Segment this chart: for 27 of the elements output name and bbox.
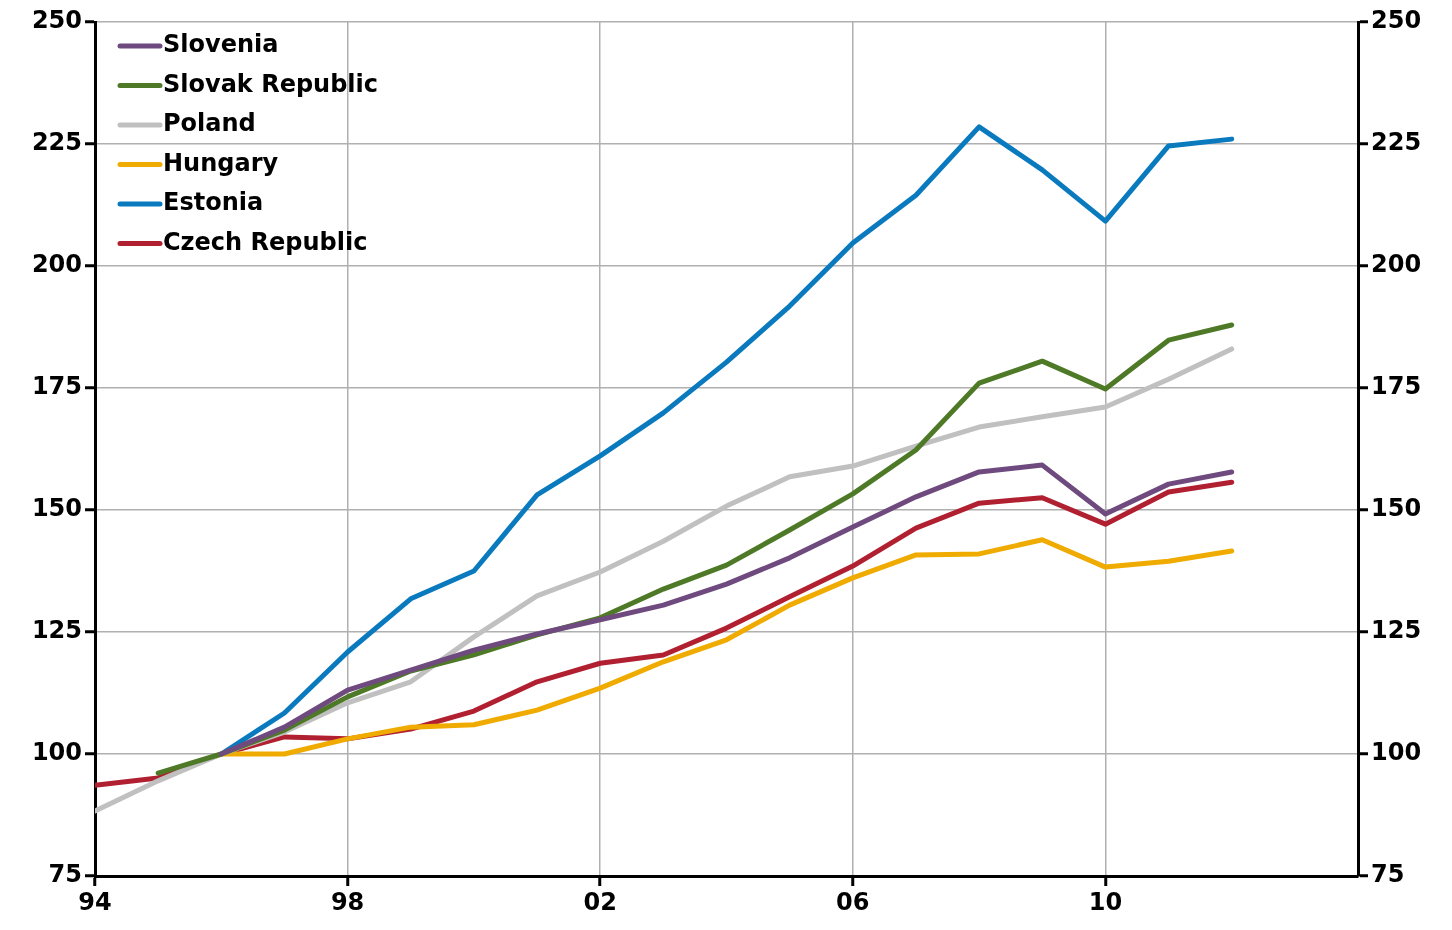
legend-label: Poland xyxy=(163,109,256,138)
x-tick-label: 94 xyxy=(78,887,112,916)
y-tick-label: 250 xyxy=(31,6,82,35)
legend-label: Hungary xyxy=(163,148,279,177)
legend-label: Estonia xyxy=(163,188,264,217)
x-tick-label: 98 xyxy=(330,887,365,916)
y2-tick-label: 125 xyxy=(1371,616,1422,645)
y2-tick-label: 100 xyxy=(1371,738,1422,767)
y2-tick-label: 75 xyxy=(1371,860,1405,889)
y2-tick-label: 150 xyxy=(1371,494,1422,523)
legend-label: Slovak Republic xyxy=(163,69,379,98)
legend-label: Slovenia xyxy=(163,30,279,59)
y-tick-label: 200 xyxy=(31,250,82,279)
y2-tick-label: 250 xyxy=(1371,6,1422,35)
x-tick-label: 02 xyxy=(583,887,617,916)
y2-tick-label: 225 xyxy=(1371,128,1422,157)
y-tick-label: 75 xyxy=(48,860,82,889)
y-tick-label: 175 xyxy=(31,372,82,401)
legend-label: Czech Republic xyxy=(163,227,368,256)
y-tick-label: 100 xyxy=(31,738,82,767)
y2-tick-label: 175 xyxy=(1371,372,1422,401)
y-tick-label: 125 xyxy=(31,616,82,645)
x-tick-label: 10 xyxy=(1088,887,1123,916)
y-tick-label: 225 xyxy=(31,128,82,157)
y2-tick-label: 200 xyxy=(1371,250,1422,279)
x-tick-label: 06 xyxy=(836,887,870,916)
y-tick-label: 150 xyxy=(31,494,82,523)
